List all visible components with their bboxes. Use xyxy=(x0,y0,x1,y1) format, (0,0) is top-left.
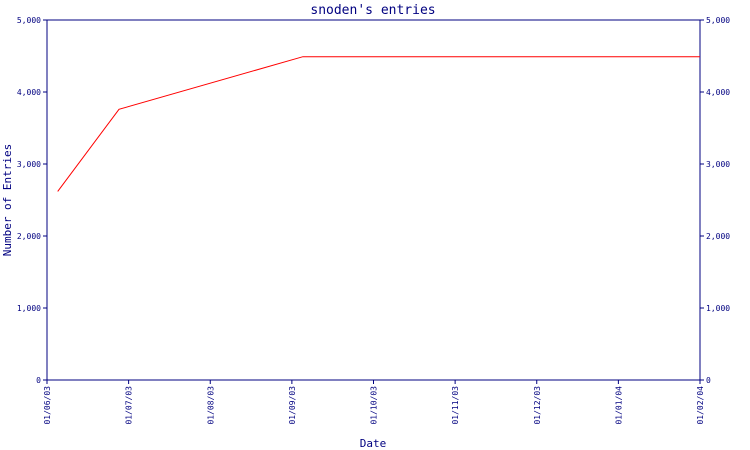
y-tick-label-left: 5,000 xyxy=(17,16,41,25)
x-tick-label: 01/11/03 xyxy=(451,386,460,425)
y-tick-label-right: 5,000 xyxy=(706,16,730,25)
y-tick-label-right: 1,000 xyxy=(706,304,730,313)
x-axis-label: Date xyxy=(360,437,387,450)
x-tick-label: 01/12/03 xyxy=(533,386,542,425)
y-tick-label-left: 1,000 xyxy=(17,304,41,313)
x-tick-label: 01/02/04 xyxy=(696,386,705,425)
x-tick-label: 01/07/03 xyxy=(125,386,134,425)
y-tick-label-right: 0 xyxy=(706,376,711,385)
y-tick-label-left: 4,000 xyxy=(17,88,41,97)
x-axis: 01/06/03 01/07/03 01/08/03 01/09/03 01/10/03… xyxy=(43,380,705,425)
x-tick-label: 01/08/03 xyxy=(206,386,215,425)
y-axis-left: 0 1,000 2,000 3,000 4,000 5,000 xyxy=(17,16,47,385)
y-axis-right: 0 1,000 2,000 3,000 4,000 5,000 xyxy=(700,16,730,385)
y-tick-label-right: 4,000 xyxy=(706,88,730,97)
chart-title: snoden's entries xyxy=(310,3,435,18)
y-tick-label-right: 2,000 xyxy=(706,232,730,241)
x-tick-label: 01/01/04 xyxy=(614,386,623,425)
series-layer xyxy=(57,56,700,192)
series-line xyxy=(57,56,700,192)
y-tick-label-right: 3,000 xyxy=(706,160,730,169)
y-tick-label-left: 3,000 xyxy=(17,160,41,169)
y-tick-label-left: 2,000 xyxy=(17,232,41,241)
plot-frame xyxy=(46,19,701,381)
x-tick-label: 01/09/03 xyxy=(288,386,297,425)
x-tick-label: 01/10/03 xyxy=(370,386,379,425)
y-tick-label-left: 0 xyxy=(36,376,41,385)
y-axis-label: Number of Entries xyxy=(1,144,14,257)
x-tick-label: 01/06/03 xyxy=(43,386,52,425)
